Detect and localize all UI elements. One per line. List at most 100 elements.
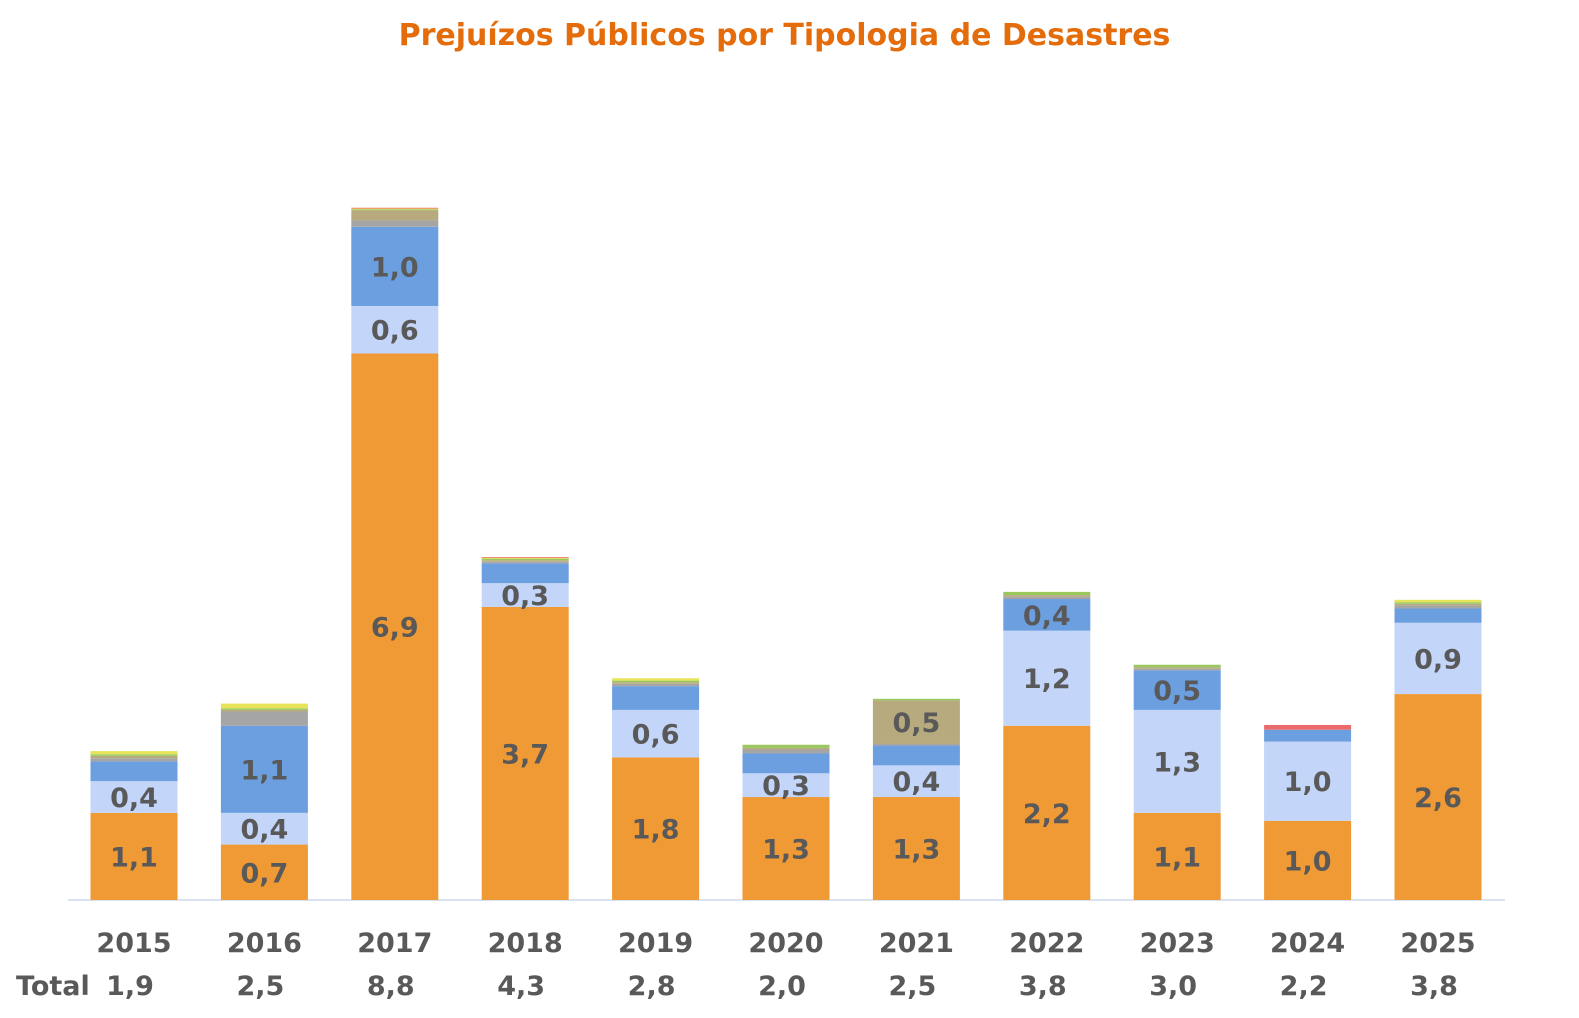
total-value: 2,8 bbox=[628, 971, 676, 1002]
bar-segment bbox=[1003, 596, 1091, 600]
bar-segment bbox=[1394, 608, 1482, 623]
bar-segment bbox=[1003, 595, 1091, 597]
total-value: 2,2 bbox=[1280, 971, 1328, 1002]
bar-segment bbox=[481, 560, 569, 562]
bar-segment bbox=[1394, 694, 1482, 900]
bar-segment bbox=[351, 207, 439, 209]
data-label: 1,3 bbox=[762, 835, 810, 866]
x-tick-label: 2022 bbox=[1009, 928, 1084, 959]
bar-segment bbox=[1264, 729, 1352, 742]
bar-segment bbox=[872, 700, 960, 744]
data-label: 0,6 bbox=[632, 720, 680, 751]
bar-segment bbox=[1003, 630, 1091, 726]
data-label: 2,2 bbox=[1023, 799, 1071, 830]
bars-group bbox=[90, 207, 1482, 900]
bar-segment bbox=[872, 797, 960, 900]
data-label: 0,4 bbox=[1023, 601, 1071, 632]
data-label: 0,3 bbox=[501, 581, 549, 612]
data-label: 0,5 bbox=[1153, 676, 1201, 707]
bar-segment bbox=[612, 709, 700, 758]
x-tick-label: 2015 bbox=[96, 928, 171, 959]
bar-segment bbox=[742, 773, 830, 798]
bar-segment bbox=[612, 680, 700, 683]
data-label: 1,0 bbox=[1284, 846, 1332, 877]
bar-segment bbox=[742, 749, 830, 754]
x-tick-label: 2016 bbox=[227, 928, 302, 959]
data-label: 1,0 bbox=[371, 252, 419, 283]
bar-segment bbox=[90, 754, 178, 756]
total-value: 3,8 bbox=[1019, 971, 1067, 1002]
bar-segment bbox=[612, 683, 700, 687]
data-label: 3,7 bbox=[501, 739, 549, 770]
bar-segment bbox=[612, 757, 700, 900]
bar-segment bbox=[351, 220, 439, 227]
chart-title: Prejuízos Públicos por Tipologia de Desa… bbox=[398, 18, 1171, 53]
x-tick-label: 2019 bbox=[618, 928, 693, 959]
data-label: 0,3 bbox=[762, 771, 810, 802]
bar-segment bbox=[90, 755, 178, 759]
bar-segment bbox=[481, 606, 569, 900]
total-value: 2,5 bbox=[888, 971, 936, 1002]
bar-segment bbox=[220, 844, 308, 900]
bar-segment bbox=[90, 761, 178, 782]
total-value: 3,8 bbox=[1410, 971, 1458, 1002]
total-value: 2,0 bbox=[758, 971, 806, 1002]
bar-segment bbox=[1133, 812, 1221, 900]
data-label: 1,1 bbox=[240, 755, 288, 786]
bar-segment bbox=[872, 743, 960, 746]
bar-segment bbox=[90, 751, 178, 755]
bar-segment bbox=[90, 812, 178, 900]
bar-segment bbox=[220, 711, 308, 726]
bar-segment bbox=[90, 781, 178, 813]
bar-segment bbox=[1003, 725, 1091, 900]
bar-segment bbox=[481, 557, 569, 558]
x-tick-label: 2017 bbox=[357, 928, 432, 959]
bar-segment bbox=[220, 812, 308, 845]
bar-segment bbox=[1133, 664, 1221, 668]
x-tick-label: 2020 bbox=[748, 928, 823, 959]
bar-segment bbox=[351, 208, 439, 210]
data-label: 2,6 bbox=[1414, 783, 1462, 814]
bar-segment bbox=[351, 305, 439, 354]
bar-segment bbox=[1133, 670, 1221, 710]
x-tick-label: 2024 bbox=[1270, 928, 1345, 959]
x-tick-label: 2023 bbox=[1140, 928, 1215, 959]
bar-segment bbox=[742, 797, 830, 900]
bar-segment bbox=[872, 745, 960, 766]
bar-segment bbox=[90, 758, 178, 762]
bar-segment bbox=[1133, 709, 1221, 813]
data-label: 1,1 bbox=[1153, 842, 1201, 873]
bar-segment bbox=[220, 725, 308, 813]
total-value: 1,9 bbox=[106, 971, 154, 1002]
bar-segment bbox=[1394, 622, 1482, 695]
bar-segment bbox=[872, 698, 960, 701]
bar-segment bbox=[1394, 599, 1482, 603]
x-tick-label: 2025 bbox=[1400, 928, 1475, 959]
data-label: 0,4 bbox=[110, 783, 158, 814]
bar-segment bbox=[612, 678, 700, 681]
bar-segment bbox=[1133, 668, 1221, 671]
bar-segment bbox=[481, 557, 569, 559]
bar-segment bbox=[351, 226, 439, 306]
data-label: 1,2 bbox=[1023, 664, 1071, 695]
data-label: 1,3 bbox=[892, 835, 940, 866]
bar-segment bbox=[1394, 602, 1482, 604]
bar-segment bbox=[742, 753, 830, 774]
total-value: 4,3 bbox=[497, 971, 545, 1002]
bar-segment bbox=[481, 563, 569, 584]
data-label: 6,9 bbox=[371, 613, 419, 644]
total-value: 3,0 bbox=[1149, 971, 1197, 1002]
data-label: 0,4 bbox=[240, 815, 288, 846]
data-label: 0,5 bbox=[892, 708, 940, 739]
bar-segment bbox=[742, 747, 830, 750]
bar-segment bbox=[1003, 599, 1091, 631]
bar-segment bbox=[351, 210, 439, 221]
bar-segment bbox=[612, 682, 700, 684]
bar-segment bbox=[612, 686, 700, 710]
bar-segment bbox=[220, 703, 308, 709]
bar-segment bbox=[1133, 667, 1221, 669]
bar-segment bbox=[872, 765, 960, 798]
bar-segment bbox=[220, 708, 308, 710]
total-value: 8,8 bbox=[367, 971, 415, 1002]
